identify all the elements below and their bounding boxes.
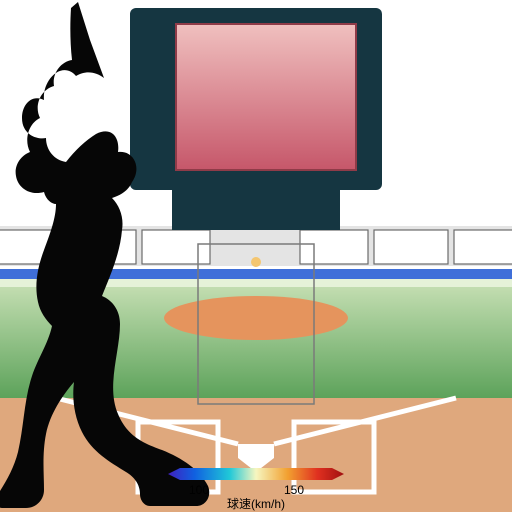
pitchers-mound [164, 296, 348, 340]
svg-text:150: 150 [284, 483, 304, 497]
svg-text:100: 100 [189, 483, 209, 497]
pitch-markers [251, 257, 261, 267]
speed-axis-label: 球速(km/h) [227, 497, 285, 511]
scoreboard [130, 8, 382, 230]
scoreboard-screen [176, 24, 356, 170]
pitch-marker [251, 257, 261, 267]
scoreboard-notch [172, 190, 340, 230]
speed-colorbar [168, 468, 344, 480]
